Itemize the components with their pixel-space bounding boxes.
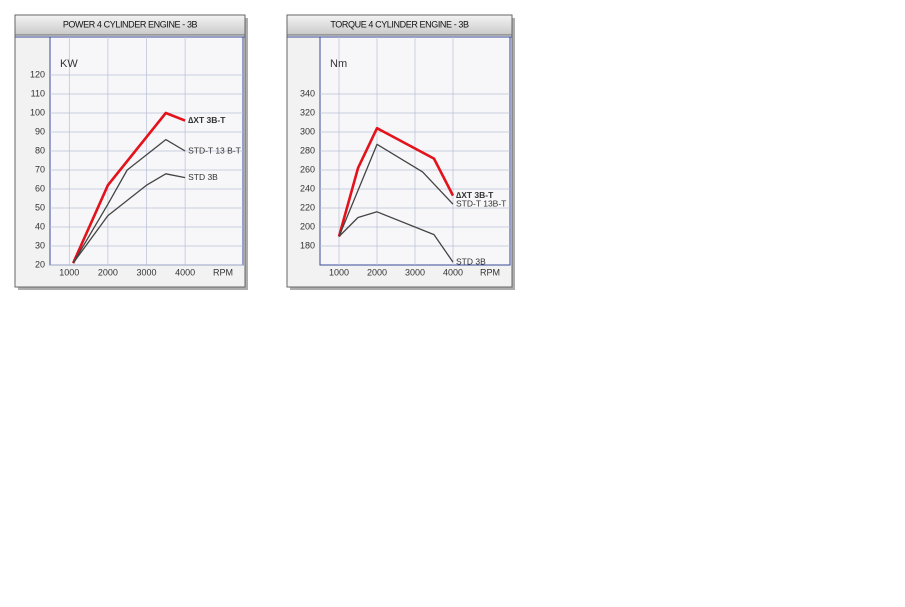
y-tick-label: 30 <box>35 240 45 250</box>
y-tick-label: 20 <box>35 259 45 269</box>
series-line <box>338 211 454 263</box>
x-tick-label: 4000 <box>175 267 195 277</box>
series-label: STD-T 13B-T <box>456 198 506 208</box>
y-axis-label: KW <box>60 58 78 70</box>
title-bar <box>286 14 513 36</box>
y-tick-label: 300 <box>300 126 315 136</box>
series-line <box>337 126 455 237</box>
x-tick-label: 2000 <box>367 267 387 277</box>
x-axis-label: RPM <box>480 267 500 277</box>
x-tick-label: 2000 <box>98 267 118 277</box>
y-tick-label: 100 <box>30 107 45 117</box>
y-tick-label: 110 <box>31 88 45 98</box>
y-tick-label: 70 <box>35 164 45 174</box>
series-label: STD 3B <box>456 256 486 266</box>
y-tick-label: 220 <box>300 202 315 212</box>
x-tick-label: 3000 <box>136 267 156 277</box>
y-tick-label: 180 <box>300 240 315 250</box>
chart-title: POWER 4 CYLINDER ENGINE - 3B <box>63 19 198 29</box>
series-label: STD 3B <box>188 172 218 182</box>
y-tick-label: 320 <box>300 107 315 117</box>
title-bar <box>14 14 246 36</box>
x-tick-label: 3000 <box>405 267 425 277</box>
y-tick-label: 200 <box>300 221 315 231</box>
y-tick-label: 340 <box>300 88 315 98</box>
y-tick-label: 120 <box>30 69 45 79</box>
y-tick-label: 40 <box>35 221 45 231</box>
y-tick-label: 60 <box>35 183 45 193</box>
chart-title: TORQUE 4 CYLINDER ENGINE - 3B <box>330 19 469 29</box>
y-tick-label: 90 <box>35 126 45 136</box>
y-tick-label: 280 <box>300 145 315 155</box>
y-tick-label: 80 <box>35 145 45 155</box>
x-tick-label: 4000 <box>443 267 463 277</box>
series-label: ∆XT 3B-T <box>188 115 226 125</box>
series-label: ∆XT 3B-T <box>456 190 494 200</box>
x-axis-label: RPM <box>213 267 233 277</box>
series-line <box>71 111 186 264</box>
series-line <box>338 143 454 237</box>
y-axis-label: Nm <box>330 58 347 70</box>
y-tick-label: 240 <box>300 183 315 193</box>
y-tick-label: 50 <box>35 202 45 212</box>
series-label: STD-T 13 B-T <box>188 145 241 155</box>
series-line <box>72 173 186 264</box>
x-tick-label: 1000 <box>59 267 79 277</box>
y-tick-label: 260 <box>300 164 315 174</box>
x-tick-label: 1000 <box>329 267 349 277</box>
series-line <box>72 138 186 264</box>
